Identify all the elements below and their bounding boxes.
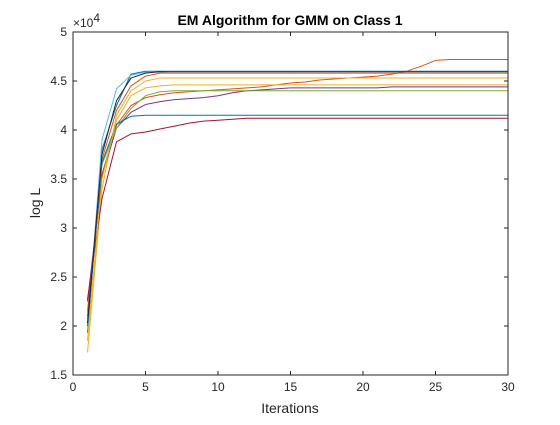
y-tick-label: 4.5 <box>50 74 67 88</box>
y-axis-exponent-power: 4 <box>93 11 100 25</box>
y-tick-label: 5 <box>60 25 67 39</box>
chart-title: EM Algorithm for GMM on Class 1 <box>177 12 402 28</box>
x-tick-label: 5 <box>142 380 149 394</box>
x-tick-label: 0 <box>70 380 77 394</box>
series-line-2 <box>87 58 508 312</box>
x-tick-label: 15 <box>284 380 298 394</box>
y-tick-label: 2 <box>60 319 67 333</box>
series-line-9 <box>87 72 508 317</box>
series-line-8 <box>87 114 508 327</box>
series-layer <box>87 58 508 353</box>
y-axis-exponent: ×104 <box>73 11 100 30</box>
series-line-5 <box>87 90 508 320</box>
x-tick-label: 20 <box>356 380 370 394</box>
y-axis-label: log L <box>27 188 43 219</box>
x-axis: 0 5 10 15 20 25 30 <box>70 32 515 394</box>
x-tick-label: 25 <box>429 380 443 394</box>
x-axis-label: Iterations <box>261 400 319 416</box>
series-line-7 <box>87 117 508 300</box>
y-tick-label: 3 <box>60 221 67 235</box>
series-line-3 <box>87 77 508 353</box>
y-axis-exponent-base: ×10 <box>73 16 94 30</box>
series-line-4 <box>87 86 508 302</box>
y-tick-label: 3.5 <box>50 172 67 186</box>
x-tick-label: 30 <box>501 380 515 394</box>
y-tick-label: 1.5 <box>50 368 67 382</box>
y-axis: 1.5 2 2.5 3 3.5 4 4.5 5 <box>50 25 508 382</box>
y-tick-label: 2.5 <box>50 270 67 284</box>
series-line-11 <box>87 71 508 324</box>
y-tick-label: 4 <box>60 123 67 137</box>
x-tick-label: 10 <box>211 380 225 394</box>
series-line-10 <box>87 84 508 341</box>
